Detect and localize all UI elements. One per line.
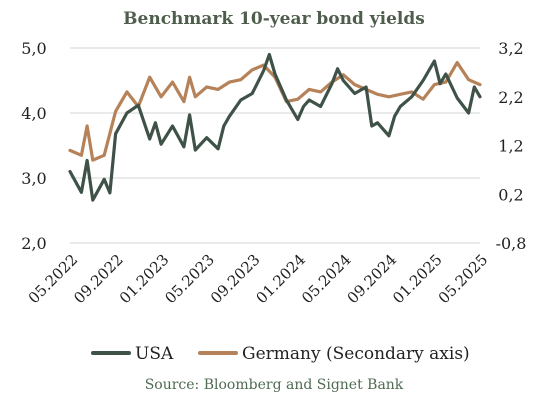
x-axis-ticks: 05.202209.202201.202305.202309.202301.20… <box>25 251 492 308</box>
chart-title: Benchmark 10-year bond yields <box>123 9 425 29</box>
series-line-usa <box>68 52 482 202</box>
left-tick-label: 4,0 <box>21 104 46 123</box>
x-tick-label: 01.2025 <box>389 251 446 308</box>
right-tick-label: -0,8 <box>496 234 527 253</box>
right-axis-ticks: -0,8 0,2 1,2 2,2 3,2 <box>496 39 527 253</box>
x-tick-label: 09.2024 <box>344 251 401 308</box>
legend-item-usa-label: USA <box>135 344 174 364</box>
right-tick-label: 2,2 <box>498 88 523 107</box>
x-tick-label: 05.2024 <box>298 251 355 308</box>
x-tick-label: 01.2024 <box>253 251 310 308</box>
right-tick-label: 1,2 <box>498 137 523 156</box>
right-tick-label: 0,2 <box>498 185 523 204</box>
legend: USA Germany (Secondary axis) <box>91 344 470 364</box>
source-note: Source: Bloomberg and Signet Bank <box>145 377 404 393</box>
x-tick-label: 05.2025 <box>435 251 492 308</box>
grid-layer <box>70 47 480 244</box>
x-tick-label: 01.2023 <box>116 251 173 308</box>
left-tick-label: 2,0 <box>21 234 46 253</box>
series-line-germany <box>68 60 482 162</box>
x-tick-label: 05.2023 <box>161 251 218 308</box>
left-axis-ticks: 2,0 3,0 4,0 5,0 <box>21 39 46 253</box>
legend-item-germany-label: Germany (Secondary axis) <box>242 344 470 364</box>
left-tick-label: 3,0 <box>21 169 46 188</box>
x-tick-label: 05.2022 <box>25 251 82 308</box>
series-layer <box>68 52 482 202</box>
left-tick-label: 5,0 <box>21 39 46 58</box>
right-tick-label: 3,2 <box>498 39 523 58</box>
x-tick-label: 09.2022 <box>70 251 127 308</box>
x-tick-label: 09.2023 <box>207 251 264 308</box>
